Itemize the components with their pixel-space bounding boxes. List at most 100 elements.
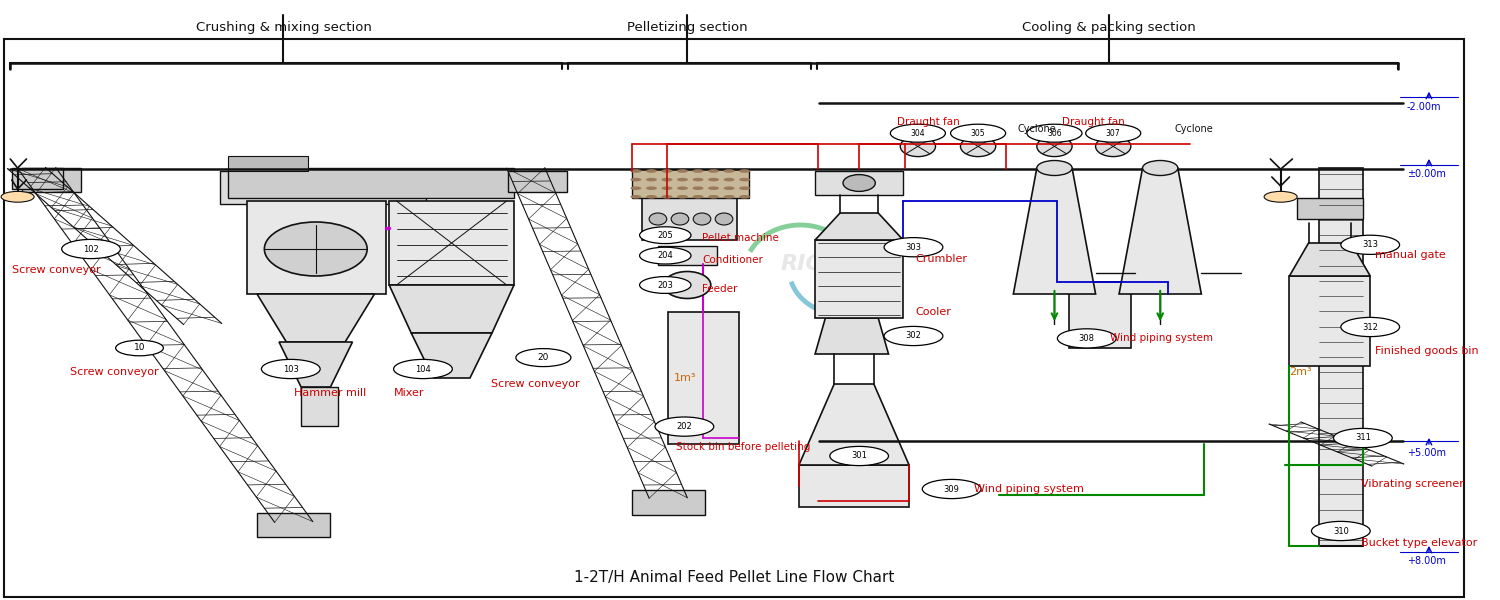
Text: -2.00m: -2.00m bbox=[1407, 102, 1442, 112]
Bar bbox=[228, 168, 514, 198]
Text: RICHI: RICHI bbox=[782, 254, 849, 274]
Ellipse shape bbox=[646, 187, 657, 190]
Bar bbox=[256, 513, 330, 537]
Bar bbox=[1070, 282, 1131, 348]
Bar bbox=[302, 387, 338, 426]
Text: Crumbler: Crumbler bbox=[915, 254, 968, 264]
Ellipse shape bbox=[676, 169, 688, 173]
Text: Feeder: Feeder bbox=[702, 284, 738, 294]
Ellipse shape bbox=[843, 175, 876, 191]
Ellipse shape bbox=[264, 222, 368, 276]
Bar bbox=[668, 312, 738, 444]
Polygon shape bbox=[279, 342, 352, 387]
Text: Cyclone: Cyclone bbox=[1174, 124, 1214, 134]
Polygon shape bbox=[388, 285, 514, 333]
Ellipse shape bbox=[662, 195, 672, 199]
Text: Mixer: Mixer bbox=[393, 388, 424, 398]
Text: 10: 10 bbox=[134, 343, 146, 352]
Ellipse shape bbox=[708, 195, 718, 199]
Ellipse shape bbox=[723, 178, 735, 181]
Text: manual gate: manual gate bbox=[1374, 250, 1446, 260]
Ellipse shape bbox=[740, 187, 750, 190]
Text: Draught fan: Draught fan bbox=[1062, 117, 1125, 127]
Text: Screw conveyor: Screw conveyor bbox=[490, 379, 579, 389]
Text: 302: 302 bbox=[906, 331, 921, 340]
Bar bbox=[228, 156, 309, 171]
Text: 306: 306 bbox=[1047, 128, 1062, 137]
Ellipse shape bbox=[723, 195, 735, 199]
Text: 304: 304 bbox=[910, 128, 926, 137]
Bar bbox=[1290, 276, 1370, 366]
Text: 20: 20 bbox=[537, 353, 549, 362]
Bar bbox=[632, 490, 705, 515]
Polygon shape bbox=[815, 318, 888, 354]
Text: 310: 310 bbox=[1334, 527, 1348, 535]
Bar bbox=[246, 201, 386, 294]
Text: 2m³: 2m³ bbox=[1290, 367, 1312, 377]
Ellipse shape bbox=[693, 213, 711, 225]
Bar bbox=[12, 168, 63, 189]
Ellipse shape bbox=[740, 178, 750, 181]
Bar bbox=[1318, 168, 1364, 546]
Ellipse shape bbox=[630, 169, 642, 173]
Text: 202: 202 bbox=[676, 422, 692, 431]
Ellipse shape bbox=[1341, 317, 1400, 337]
Polygon shape bbox=[411, 333, 492, 378]
Text: 308: 308 bbox=[1078, 334, 1095, 343]
Text: Bucket type elevator: Bucket type elevator bbox=[1362, 538, 1478, 548]
Text: Finished goods bin: Finished goods bin bbox=[1374, 346, 1478, 356]
Ellipse shape bbox=[1036, 160, 1072, 175]
Text: 1-2T/H Animal Feed Pellet Line Flow Chart: 1-2T/H Animal Feed Pellet Line Flow Char… bbox=[574, 570, 894, 584]
Ellipse shape bbox=[693, 187, 703, 190]
Ellipse shape bbox=[693, 178, 703, 181]
Ellipse shape bbox=[639, 277, 692, 293]
Ellipse shape bbox=[1036, 136, 1072, 157]
Text: Vibrating screener: Vibrating screener bbox=[1362, 479, 1464, 489]
Ellipse shape bbox=[960, 136, 996, 157]
Ellipse shape bbox=[630, 187, 642, 190]
Ellipse shape bbox=[650, 213, 668, 225]
Ellipse shape bbox=[922, 479, 981, 499]
Text: 205: 205 bbox=[657, 230, 674, 239]
Bar bbox=[1298, 198, 1364, 219]
Ellipse shape bbox=[1311, 521, 1370, 541]
Polygon shape bbox=[1119, 168, 1202, 294]
Ellipse shape bbox=[723, 187, 735, 190]
Ellipse shape bbox=[693, 169, 703, 173]
Text: +8.00m: +8.00m bbox=[1407, 556, 1446, 566]
Ellipse shape bbox=[951, 124, 1005, 142]
Ellipse shape bbox=[116, 340, 164, 356]
Ellipse shape bbox=[1058, 329, 1116, 348]
Ellipse shape bbox=[393, 359, 453, 379]
Ellipse shape bbox=[716, 213, 734, 225]
Polygon shape bbox=[1290, 243, 1370, 276]
Polygon shape bbox=[256, 294, 375, 342]
Ellipse shape bbox=[261, 359, 320, 379]
Polygon shape bbox=[800, 384, 909, 465]
Ellipse shape bbox=[1334, 428, 1392, 448]
Ellipse shape bbox=[516, 349, 572, 367]
Text: ±0.00m: ±0.00m bbox=[1407, 169, 1446, 179]
Bar bbox=[220, 171, 426, 204]
Ellipse shape bbox=[708, 178, 718, 181]
Polygon shape bbox=[815, 213, 903, 240]
Ellipse shape bbox=[676, 178, 688, 181]
Ellipse shape bbox=[740, 195, 750, 199]
Bar bbox=[815, 171, 903, 195]
Ellipse shape bbox=[62, 239, 120, 259]
Ellipse shape bbox=[900, 136, 936, 157]
Ellipse shape bbox=[646, 195, 657, 199]
Bar bbox=[800, 465, 909, 507]
Polygon shape bbox=[1014, 168, 1095, 294]
Text: 311: 311 bbox=[1354, 433, 1371, 443]
Ellipse shape bbox=[723, 169, 735, 173]
Ellipse shape bbox=[664, 271, 711, 298]
Text: Pellet machine: Pellet machine bbox=[702, 233, 778, 242]
Ellipse shape bbox=[830, 446, 888, 466]
Ellipse shape bbox=[662, 178, 672, 181]
Bar bbox=[642, 198, 736, 240]
Ellipse shape bbox=[693, 195, 703, 199]
Ellipse shape bbox=[1086, 124, 1140, 142]
Text: Hammer mill: Hammer mill bbox=[294, 388, 366, 398]
Text: 204: 204 bbox=[657, 251, 674, 260]
